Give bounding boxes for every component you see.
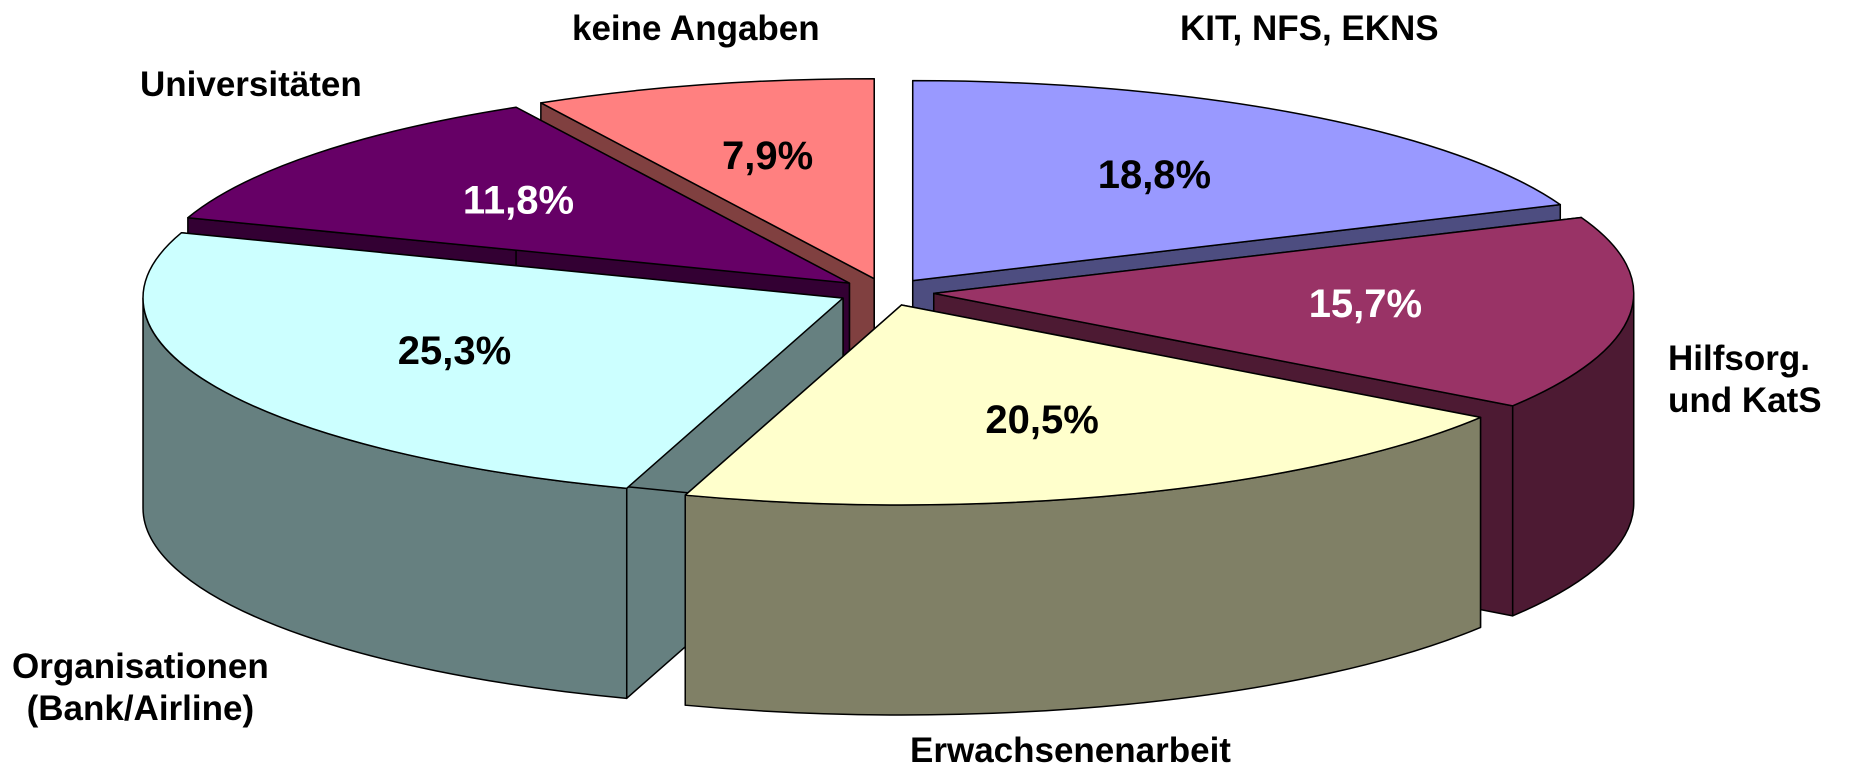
category-label: Organisationen (Bank/Airline) <box>12 647 269 728</box>
slice-top <box>187 106 851 284</box>
value-label: 11,8% <box>463 178 574 222</box>
slice-top <box>932 216 1635 407</box>
slice-top <box>911 79 1562 282</box>
category-label: Universitäten <box>140 65 362 104</box>
value-label: 18,8% <box>1098 153 1211 197</box>
value-label: 25,3% <box>398 329 511 373</box>
slice-top <box>540 77 875 280</box>
value-label: 7,9% <box>722 134 813 178</box>
slice <box>684 304 1482 716</box>
slice-top <box>684 304 1482 506</box>
slice-top <box>142 231 844 490</box>
value-label: 20,5% <box>985 398 1098 442</box>
category-label: keine Angaben <box>572 9 820 48</box>
category-label: Erwachsenenarbeit <box>910 731 1231 770</box>
category-label: Hilfsorg. und KatS <box>1668 339 1822 420</box>
value-label: 15,7% <box>1309 282 1422 326</box>
category-label: KIT, NFS, EKNS <box>1180 9 1439 48</box>
